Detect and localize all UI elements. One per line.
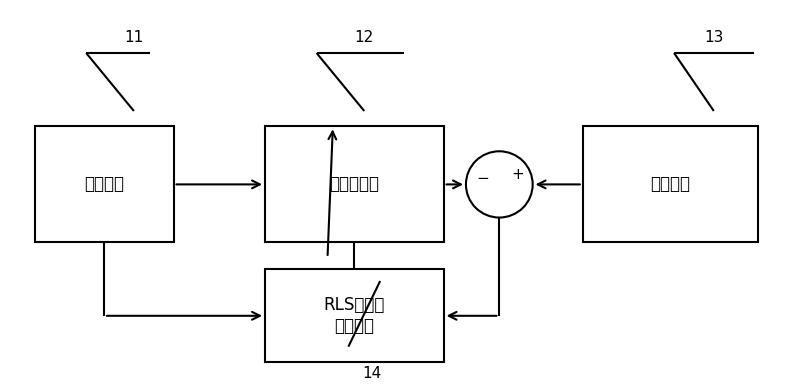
Text: 横向滤波器: 横向滤波器 bbox=[330, 175, 379, 193]
Bar bbox=[265, 269, 444, 362]
Bar bbox=[34, 127, 174, 242]
Text: 12: 12 bbox=[354, 30, 374, 45]
Ellipse shape bbox=[466, 151, 533, 218]
Text: 13: 13 bbox=[704, 30, 723, 45]
Text: 输入信号: 输入信号 bbox=[84, 175, 124, 193]
Text: 14: 14 bbox=[362, 366, 382, 381]
Text: RLS自适应
滤波算法: RLS自适应 滤波算法 bbox=[324, 296, 385, 335]
Text: −: − bbox=[476, 171, 489, 186]
Text: 11: 11 bbox=[124, 30, 143, 45]
Bar bbox=[582, 127, 758, 242]
Text: 期望信号: 期望信号 bbox=[650, 175, 690, 193]
Bar bbox=[265, 127, 444, 242]
Text: +: + bbox=[511, 167, 524, 182]
